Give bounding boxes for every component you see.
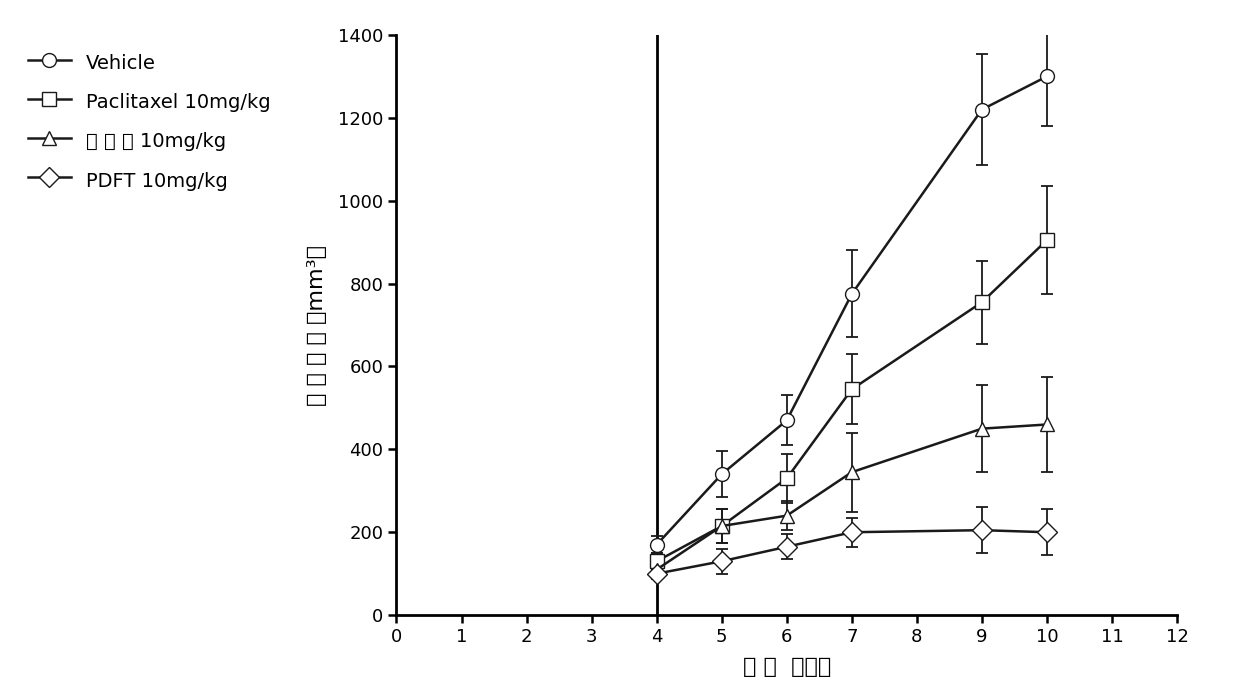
- X-axis label: 时 间  （天）: 时 间 （天）: [742, 658, 831, 677]
- Legend: Vehicle, Paclitaxel 10mg/kg, 对 照 例 10mg/kg, PDFT 10mg/kg: Vehicle, Paclitaxel 10mg/kg, 对 照 例 10mg/…: [22, 45, 276, 198]
- Y-axis label: 肿 瘾 体 积 （mm³）: 肿 瘾 体 积 （mm³）: [307, 245, 327, 405]
